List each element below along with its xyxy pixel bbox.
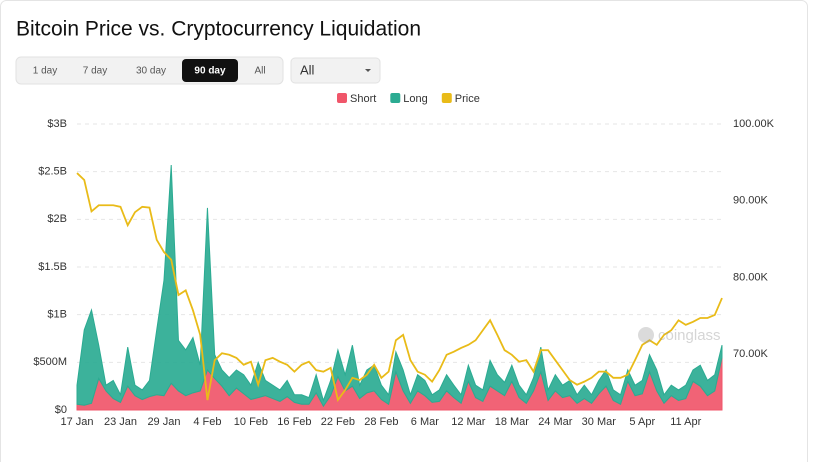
range-button[interactable]: 7 day bbox=[83, 66, 107, 77]
y2-tick-label: 100.00K bbox=[733, 118, 775, 130]
x-tick-label: 5 Apr bbox=[629, 416, 655, 428]
legend-label: Short bbox=[350, 93, 376, 105]
y-tick-label: $2B bbox=[47, 213, 67, 225]
x-tick-label: 10 Feb bbox=[234, 416, 268, 428]
x-tick-label: 22 Feb bbox=[321, 416, 355, 428]
range-button[interactable]: All bbox=[254, 66, 265, 77]
x-tick-label: 16 Feb bbox=[277, 416, 311, 428]
x-tick-label: 11 Apr bbox=[670, 416, 701, 428]
legend-swatch bbox=[337, 93, 347, 103]
dropdown-label[interactable]: All bbox=[300, 62, 315, 77]
watermark-text: coinglass bbox=[658, 327, 721, 344]
x-tick-label: 30 Mar bbox=[582, 416, 617, 428]
x-tick-label: 12 Mar bbox=[451, 416, 486, 428]
x-tick-label: 4 Feb bbox=[193, 416, 221, 428]
x-tick-label: 18 Mar bbox=[495, 416, 530, 428]
legend-swatch bbox=[441, 93, 452, 103]
y-tick-label: $500M bbox=[33, 356, 67, 368]
y-tick-label: $2.5B bbox=[38, 166, 67, 178]
y2-tick-label: 90.00K bbox=[733, 195, 769, 207]
dropdown[interactable] bbox=[290, 57, 381, 84]
watermark: coinglass bbox=[638, 327, 721, 344]
dropdown-caret bbox=[365, 69, 371, 72]
y-tick-label: $0 bbox=[55, 404, 67, 416]
y-tick-label: $3B bbox=[47, 118, 67, 130]
x-tick-label: 28 Feb bbox=[364, 416, 398, 428]
y2-tick-label: 70.00K bbox=[733, 348, 769, 360]
y-tick-label: $1.5B bbox=[38, 261, 67, 273]
range-button[interactable]: 90 day bbox=[194, 66, 226, 77]
legend-label: Price bbox=[455, 93, 480, 105]
legend-label: Long bbox=[403, 93, 427, 105]
price-line bbox=[76, 172, 723, 403]
range-button-active[interactable] bbox=[182, 59, 238, 82]
legend-swatch bbox=[390, 93, 401, 103]
y-tick-label: $1B bbox=[47, 309, 67, 321]
range-button[interactable]: 30 day bbox=[136, 66, 166, 77]
watermark-icon bbox=[638, 327, 654, 343]
x-tick-label: 6 Mar bbox=[411, 416, 439, 428]
long-area bbox=[76, 164, 723, 408]
x-tick-label: 17 Jan bbox=[60, 416, 93, 428]
x-tick-label: 24 Mar bbox=[538, 416, 573, 428]
x-tick-label: 29 Jan bbox=[147, 416, 180, 428]
range-button[interactable]: 1 day bbox=[33, 66, 57, 77]
chart-title: Bitcoin Price vs. Cryptocurrency Liquida… bbox=[16, 18, 421, 41]
y2-tick-label: 80.00K bbox=[733, 271, 769, 283]
x-tick-label: 23 Jan bbox=[104, 416, 137, 428]
